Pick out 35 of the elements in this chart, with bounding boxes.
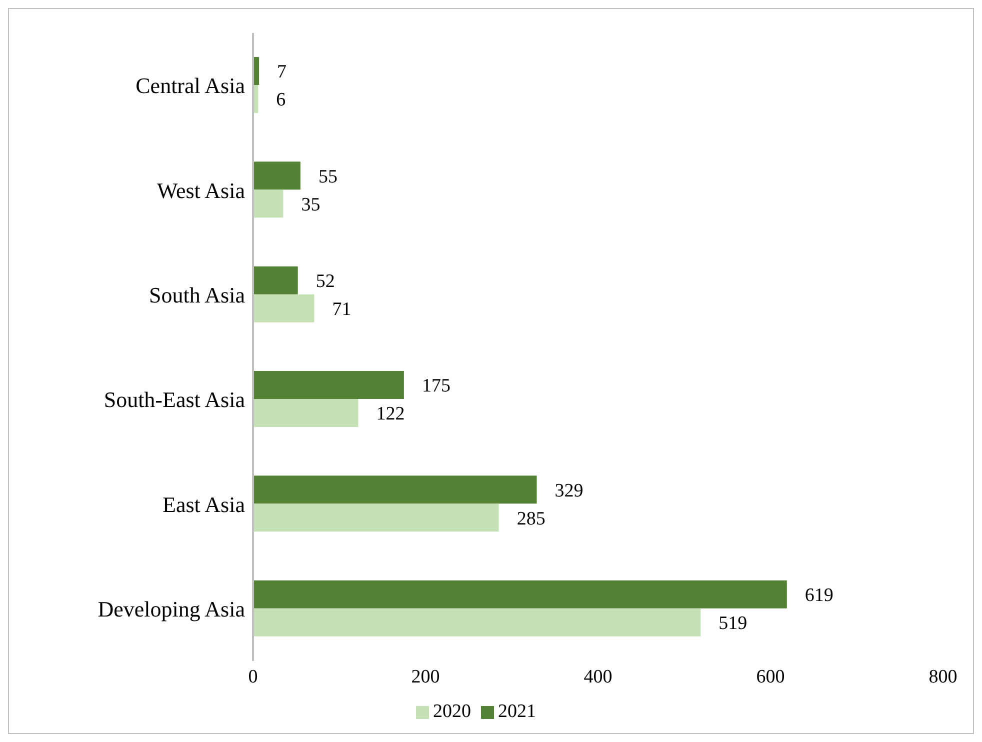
y-tick-label: East Asia (162, 492, 246, 517)
bar (253, 580, 787, 608)
y-tick-label: Central Asia (136, 73, 246, 98)
data-label: 35 (301, 194, 320, 216)
bar (253, 608, 701, 636)
x-tick-label: 200 (411, 666, 440, 688)
data-label: 71 (332, 299, 352, 320)
x-tick-label: 800 (928, 666, 958, 688)
x-tick-label: 400 (584, 666, 612, 688)
legend-label: 2020 (433, 701, 471, 722)
bar (253, 190, 284, 218)
legend-label: 2021 (498, 701, 536, 722)
x-tick-label: 0 (248, 666, 258, 688)
data-label: 7 (277, 62, 287, 83)
data-label: 55 (318, 166, 338, 188)
y-tick-label: Developing Asia (98, 596, 246, 622)
y-tick-label: West Asia (156, 178, 246, 203)
bar (253, 399, 358, 427)
y-tick-label: South Asia (149, 282, 246, 308)
data-label: 619 (804, 585, 834, 606)
bar (253, 162, 300, 190)
bar (253, 266, 298, 294)
data-label: 329 (554, 480, 584, 502)
bar (253, 504, 499, 532)
x-tick-label: 600 (756, 666, 785, 688)
data-label: 519 (718, 613, 748, 634)
data-label: 285 (516, 508, 546, 530)
bar (253, 476, 537, 504)
data-label: 6 (276, 90, 286, 111)
bar (253, 294, 314, 322)
bar (253, 371, 404, 399)
data-label: 52 (316, 271, 335, 292)
data-label: 175 (422, 376, 450, 397)
data-label: 122 (376, 404, 405, 425)
y-tick-label: South-East Asia (104, 387, 246, 412)
